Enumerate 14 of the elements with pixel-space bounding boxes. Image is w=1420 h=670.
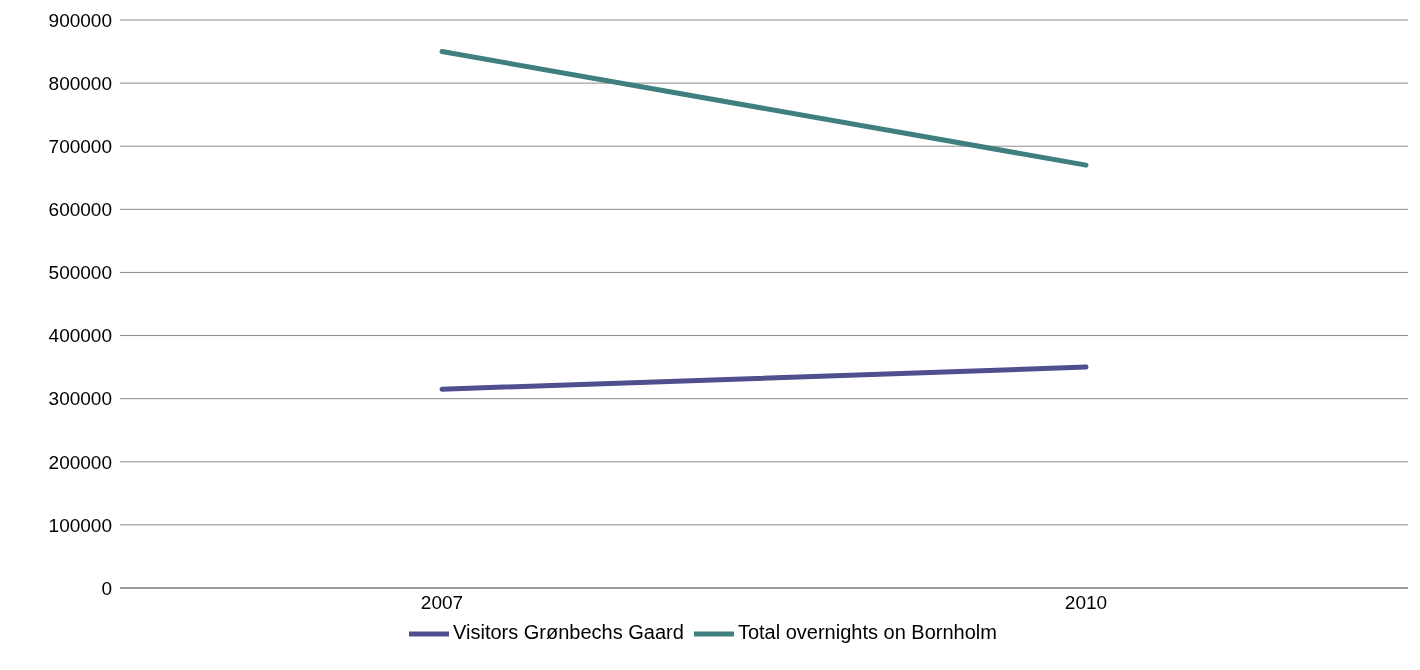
- x-tick-label: 2010: [1064, 592, 1108, 614]
- y-tick-label: 500000: [48, 262, 112, 284]
- y-tick-label: 900000: [48, 9, 112, 31]
- y-tick-label: 200000: [48, 451, 112, 473]
- y-tick-label: 300000: [48, 388, 112, 410]
- y-tick-label: 100000: [48, 514, 112, 536]
- y-tick-label: 700000: [48, 135, 112, 157]
- y-tick-label: 600000: [48, 199, 112, 221]
- y-tick-label: 800000: [48, 72, 112, 94]
- x-tick-label: 2007: [420, 592, 464, 614]
- y-tick-label: 0: [101, 577, 112, 599]
- y-tick-label: 400000: [48, 325, 112, 347]
- legend-label: Visitors Grønbechs Gaard: [453, 621, 684, 644]
- legend-label: Total overnights on Bornholm: [737, 621, 997, 644]
